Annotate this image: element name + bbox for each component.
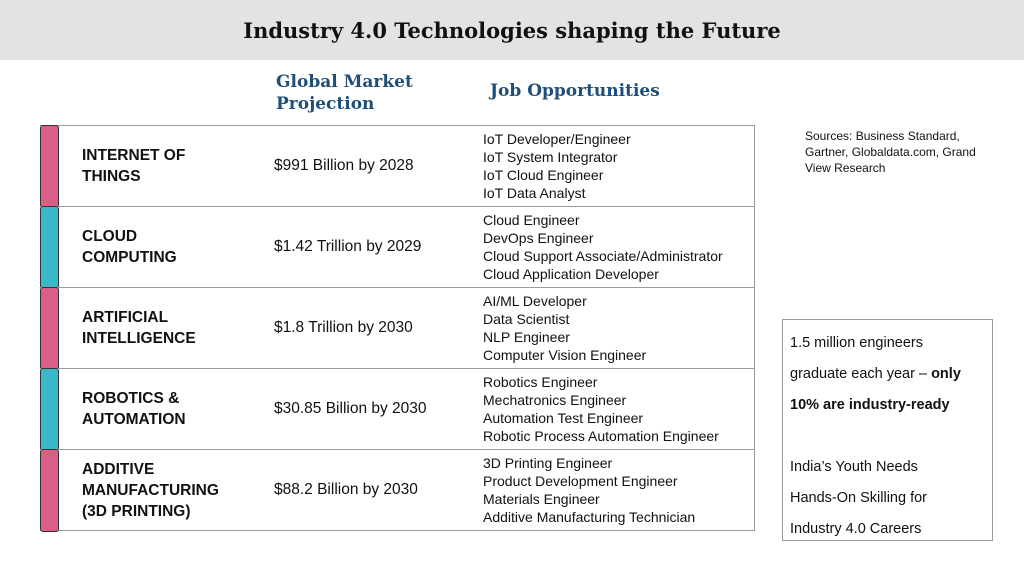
technology-name-line: ADDITIVE	[82, 460, 155, 478]
skilling-info-box: 1.5 million engineers graduate each year…	[782, 319, 993, 541]
technology-name-line: THINGS	[82, 168, 141, 185]
job-item: IoT System Integrator	[483, 149, 618, 165]
table-row: ARTIFICIAL INTELLIGENCE $1.8 Trillion by…	[40, 287, 755, 370]
job-item: NLP Engineer	[483, 329, 570, 345]
page-title: Industry 4.0 Technologies shaping the Fu…	[243, 17, 781, 43]
info-emphasis: 10% are industry-ready	[790, 397, 950, 413]
technology-name-line: ROBOTICS &	[82, 390, 180, 407]
job-item: Robotic Process Automation Engineer	[483, 428, 719, 444]
job-item: Cloud Support Associate/Administrator	[483, 248, 723, 264]
table-row: CLOUD COMPUTING $1.42 Trillion by 2029 C…	[40, 206, 755, 289]
info-line: Hands-On Skilling for	[790, 490, 927, 506]
job-item: IoT Cloud Engineer	[483, 167, 604, 183]
info-text: graduate each year –	[790, 366, 932, 382]
job-item: 3D Printing Engineer	[483, 455, 613, 471]
job-item: Additive Manufacturing Technician	[483, 509, 696, 525]
row-accent-bar	[40, 449, 59, 532]
technology-name-line: CLOUD	[82, 228, 138, 245]
info-line: 10% are industry-ready	[790, 390, 985, 421]
market-projection: $30.85 Billion by 2030	[274, 400, 427, 417]
info-line: 1.5 million engineers	[790, 335, 923, 351]
job-list: Cloud Engineer DevOps Engineer Cloud Sup…	[483, 207, 723, 287]
table-row: INTERNET OF THINGS $991 Billion by 2028 …	[40, 125, 755, 208]
job-item: Computer Vision Engineer	[483, 347, 647, 363]
market-projection: $991 Billion by 2028	[274, 157, 414, 174]
technology-name-line: (3D PRINTING)	[82, 502, 191, 520]
job-item: Mechatronics Engineer	[483, 392, 627, 408]
job-item: Automation Test Engineer	[483, 410, 644, 426]
technology-name: ARTIFICIAL INTELLIGENCE	[82, 288, 252, 368]
technology-table: INTERNET OF THINGS $991 Billion by 2028 …	[40, 125, 755, 532]
job-item: Cloud Engineer	[483, 212, 580, 228]
market-projection: $88.2 Billion by 2030	[274, 481, 418, 498]
job-list: Robotics Engineer Mechatronics Engineer …	[483, 369, 719, 449]
technology-name-line: COMPUTING	[82, 249, 177, 266]
technology-name-line: MANUFACTURING	[82, 481, 219, 499]
market-projection: $1.42 Trillion by 2029	[274, 238, 422, 255]
job-list: IoT Developer/Engineer IoT System Integr…	[483, 126, 631, 206]
job-item: Data Scientist	[483, 311, 570, 327]
job-item: Product Development Engineer	[483, 473, 678, 489]
technology-name: ADDITIVE MANUFACTURING (3D PRINTING)	[82, 450, 252, 530]
job-item: DevOps Engineer	[483, 230, 594, 246]
technology-name: CLOUD COMPUTING	[82, 207, 252, 287]
sources-note: Sources: Business Standard, Gartner, Glo…	[805, 129, 976, 175]
technology-name-line: INTERNET OF	[82, 147, 186, 164]
market-projection: $1.8 Trillion by 2030	[274, 319, 413, 336]
job-item: Cloud Application Developer	[483, 266, 659, 282]
table-row: ROBOTICS & AUTOMATION $30.85 Billion by …	[40, 368, 755, 451]
job-item: AI/ML Developer	[483, 293, 587, 309]
title-bar: Industry 4.0 Technologies shaping the Fu…	[0, 0, 1024, 60]
technology-name-line: AUTOMATION	[82, 411, 186, 428]
row-accent-bar	[40, 125, 59, 208]
job-list: AI/ML Developer Data Scientist NLP Engin…	[483, 288, 646, 368]
info-emphasis: only	[931, 366, 961, 382]
info-line: Industry 4.0 Careers	[790, 521, 922, 537]
technology-name-line: ARTIFICIAL	[82, 309, 169, 326]
table-row: ADDITIVE MANUFACTURING (3D PRINTING) $88…	[40, 449, 755, 532]
jobs-column-header: Job Opportunities	[490, 81, 660, 101]
market-column-header: Global Market Projection	[276, 72, 413, 114]
row-accent-bar	[40, 287, 59, 370]
job-list: 3D Printing Engineer Product Development…	[483, 450, 695, 530]
info-line: India’s Youth Needs	[790, 459, 918, 475]
technology-name: ROBOTICS & AUTOMATION	[82, 369, 252, 449]
job-item: Robotics Engineer	[483, 374, 598, 390]
row-accent-bar	[40, 368, 59, 451]
technology-name-line: INTELLIGENCE	[82, 330, 196, 347]
job-item: IoT Data Analyst	[483, 185, 586, 201]
job-item: IoT Developer/Engineer	[483, 131, 631, 147]
technology-name: INTERNET OF THINGS	[82, 126, 252, 206]
info-line: graduate each year – only	[790, 359, 985, 390]
row-accent-bar	[40, 206, 59, 289]
job-item: Materials Engineer	[483, 491, 600, 507]
